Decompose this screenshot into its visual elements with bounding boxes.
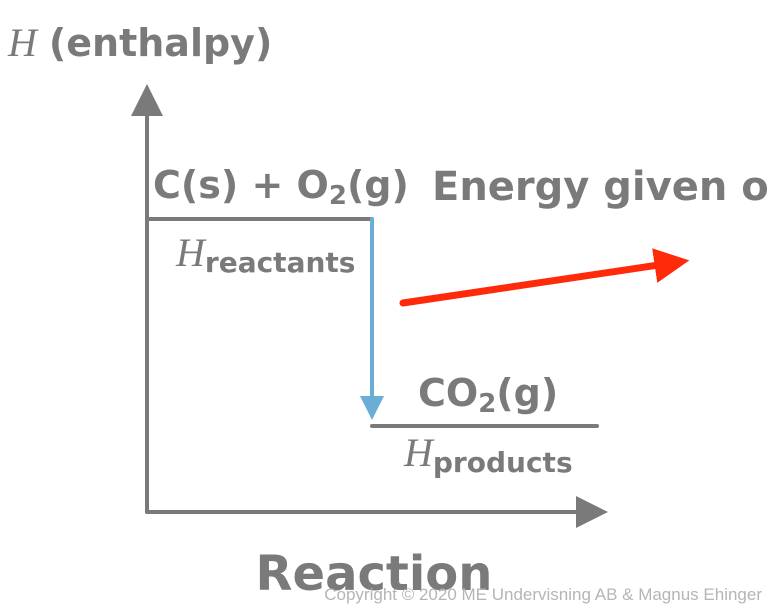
enthalpy-subscript: products xyxy=(433,446,573,479)
formula-part: (g) xyxy=(496,371,558,415)
formula-subscript: 2 xyxy=(329,181,347,211)
enthalpy-subscript: reactants xyxy=(205,246,356,279)
energy-given-off-arrow xyxy=(399,248,690,307)
formula-part: CO xyxy=(418,371,478,415)
reactants-enthalpy: Hreactants xyxy=(175,230,355,279)
formula-subscript: 2 xyxy=(478,389,496,419)
energy-annotation: Energy given off xyxy=(432,164,769,210)
y-axis-label: H (enthalpy) xyxy=(7,20,272,65)
enthalpy-symbol: H xyxy=(403,430,435,475)
y-axis-text: (enthalpy) xyxy=(49,21,272,65)
reactants-formula: C(s) + O2(g) xyxy=(153,163,409,211)
x-axis-label: Reaction xyxy=(256,546,493,602)
enthalpy-symbol: H xyxy=(175,230,207,275)
y-axis-symbol: H xyxy=(7,20,39,65)
products-enthalpy: Hproducts xyxy=(403,430,573,479)
products-formula: CO2(g) xyxy=(418,371,558,419)
formula-part: (g) xyxy=(347,163,409,207)
formula-part: C(s) + O xyxy=(153,163,329,207)
copyright: Copyright © 2020 ME Undervisning AB & Ma… xyxy=(324,585,762,604)
